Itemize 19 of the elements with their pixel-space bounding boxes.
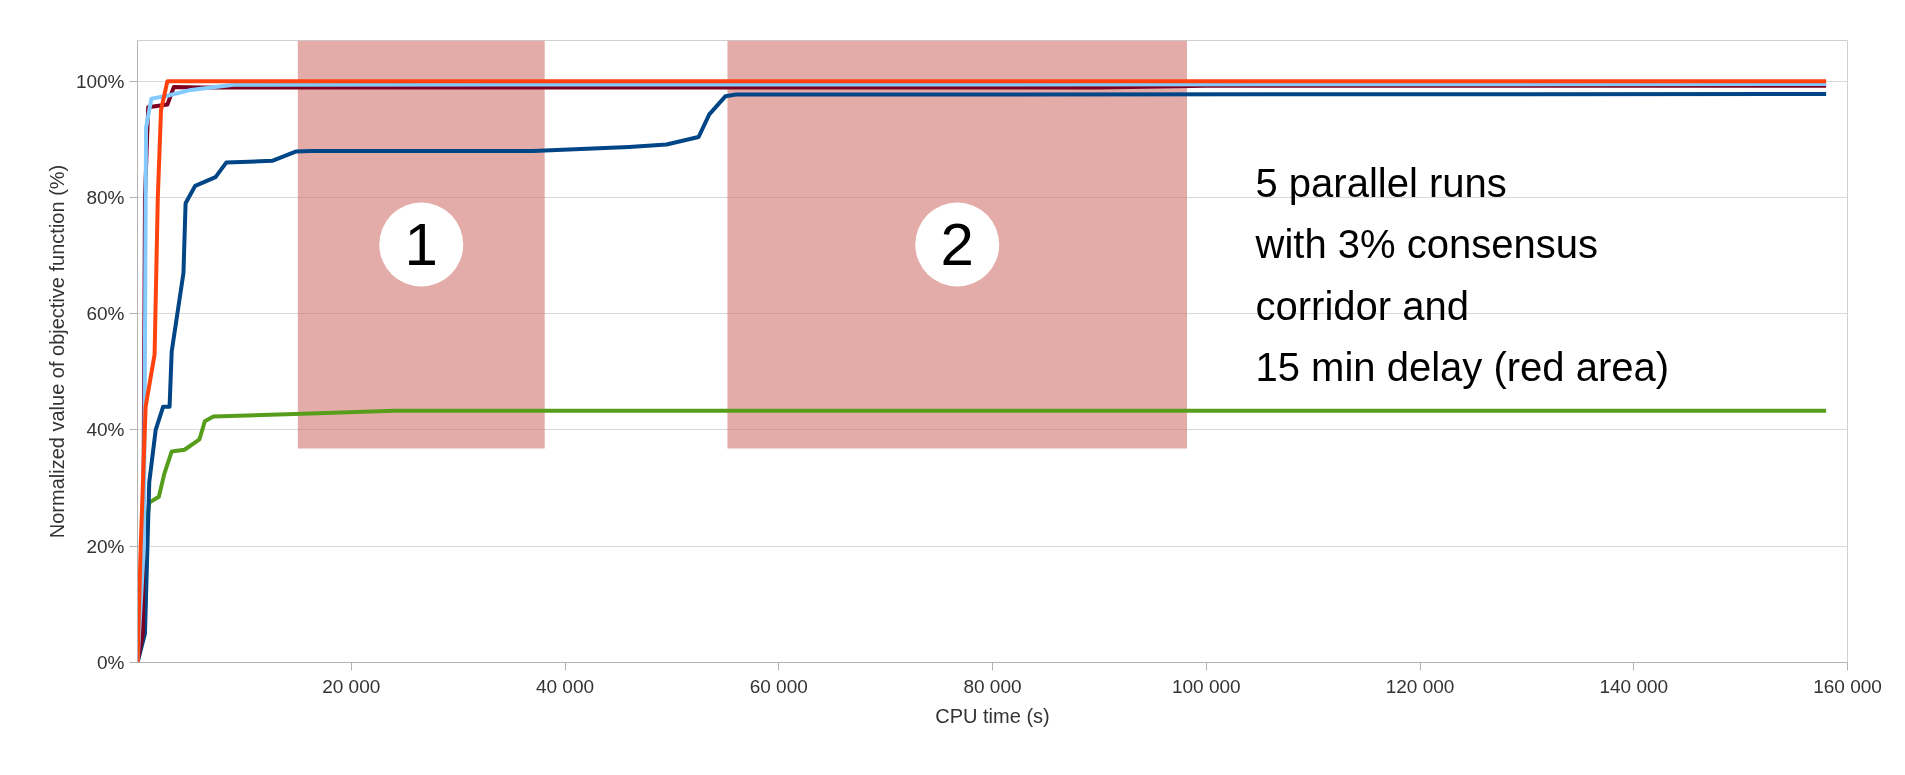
x-tick-label: 60 000 <box>749 675 808 697</box>
x-tick-label: 20 000 <box>322 675 381 697</box>
x-tick-label: 160 000 <box>1813 675 1882 697</box>
y-tick-label: 100% <box>75 70 125 92</box>
y-axis-title: Normalized value of objective function (%) <box>45 164 68 539</box>
y-tick-label: 0% <box>97 652 125 673</box>
x-tick-label: 140 000 <box>1599 675 1669 697</box>
y-tick-label: 20% <box>86 535 125 557</box>
y-tick-label: 80% <box>86 186 125 208</box>
y-tick-label: 40% <box>86 419 125 441</box>
x-tick-label: 40 000 <box>535 675 595 697</box>
x-tick-label: 80 000 <box>963 675 1022 697</box>
y-tick-label: 60% <box>86 303 125 325</box>
x-tick-label: 100 000 <box>1171 675 1241 697</box>
band-label: 1 <box>404 211 438 279</box>
band-label: 2 <box>940 211 974 279</box>
x-axis-title: CPU time (s) <box>935 704 1050 727</box>
annotation: 5 parallel runs with 3% consensus corridor and 15 min delay (red area) <box>1254 160 1670 390</box>
x-tick-label: 120 000 <box>1385 675 1455 697</box>
